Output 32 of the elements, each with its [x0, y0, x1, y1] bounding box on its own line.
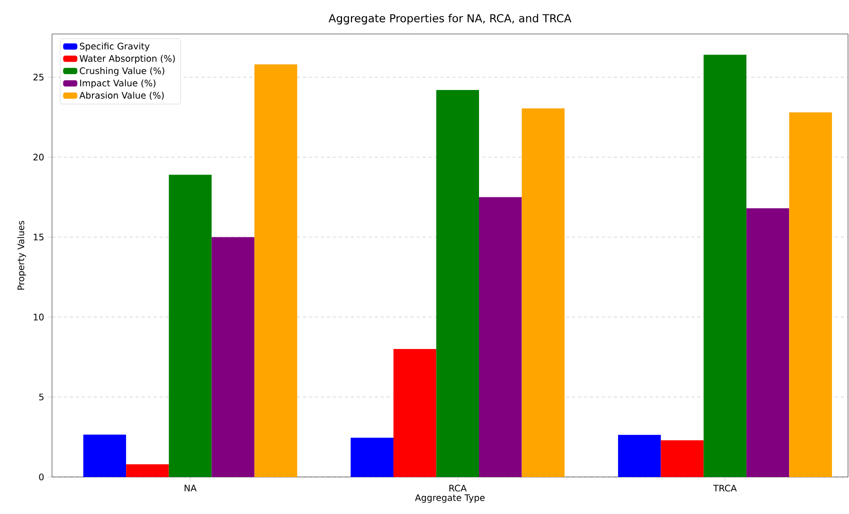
bar — [83, 434, 126, 477]
y-tick-label: 15 — [34, 234, 44, 240]
legend-label: Crushing Value (%) — [80, 67, 164, 76]
bar — [212, 237, 254, 477]
bar — [393, 349, 436, 477]
y-tick-label: 20 — [33, 154, 44, 161]
bar — [660, 440, 704, 477]
y-tick-label: 25 — [33, 74, 44, 81]
bar — [126, 464, 169, 477]
legend-label: Specific Gravity — [80, 42, 150, 52]
y-tick-label: 10 — [34, 314, 44, 320]
y-tick-label: 0 — [39, 474, 44, 480]
x-tick-label: RCA — [449, 484, 467, 492]
x-tick-label: TRCA — [713, 484, 737, 492]
bar — [168, 174, 212, 477]
bar — [522, 108, 565, 477]
y-tick-label: 5 — [39, 394, 44, 400]
x-tick-label: NA — [184, 484, 197, 492]
bar — [479, 197, 522, 477]
bar — [350, 438, 394, 477]
bar — [618, 434, 661, 477]
legend-label: Impact Value (%) — [80, 79, 156, 88]
legend-label: Water Absorption (%) — [80, 54, 175, 64]
x-axis-title: Aggregate Type — [414, 494, 485, 503]
bar — [704, 54, 746, 477]
bar — [746, 208, 790, 477]
chart-title: Aggregate Properties for NA, RCA, and TRCA — [328, 14, 572, 24]
y-axis-title: Property Values — [17, 220, 26, 290]
bar — [789, 112, 832, 477]
legend-label: Abrasion Value (%) — [79, 92, 164, 100]
bar — [436, 90, 480, 477]
bar — [254, 64, 298, 477]
